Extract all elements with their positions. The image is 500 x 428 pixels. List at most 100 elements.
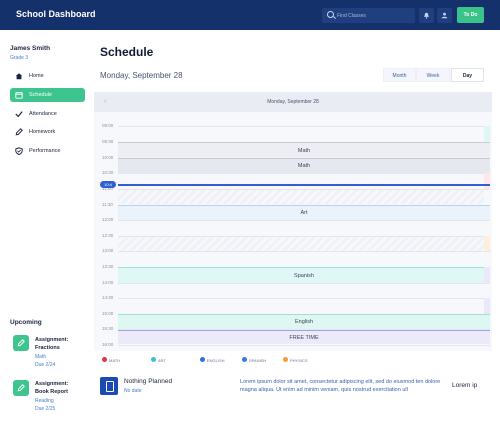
hour-label: 13:00 — [102, 248, 114, 253]
event-spanish[interactable]: Spanish — [118, 267, 490, 283]
tab-month[interactable]: Month — [383, 68, 416, 82]
task-title-name[interactable]: Fractions — [35, 345, 60, 351]
prev-day-button[interactable]: ‹ — [104, 98, 107, 105]
user-grade: Grade 3 — [10, 55, 29, 61]
unscheduled-block — [118, 189, 484, 204]
legend-label: ENGLISH — [207, 358, 225, 363]
sidebar-item-performance[interactable]: Performance — [10, 144, 85, 158]
shield-icon — [15, 147, 23, 155]
hour-label: 12:00 — [102, 217, 114, 222]
current-time-badge: 10:4 — [100, 181, 116, 188]
event-indicator — [484, 267, 490, 283]
search-icon — [327, 11, 334, 18]
event-art[interactable]: Art — [118, 205, 490, 220]
task-title[interactable]: Assignment: — [35, 381, 69, 387]
sidebar-item-homework[interactable]: Homework — [10, 125, 85, 139]
page-title: Schedule — [100, 45, 154, 59]
task-subject: Reading — [35, 398, 54, 404]
legend-dot-math — [102, 357, 107, 362]
sidebar-item-label: Homework — [29, 129, 56, 135]
hour-label: 13:30 — [102, 264, 114, 269]
search-input[interactable] — [337, 10, 411, 21]
search-box[interactable] — [322, 8, 415, 23]
pencil-icon — [17, 339, 25, 347]
task-icon — [13, 380, 29, 396]
event-indicator — [484, 173, 490, 189]
grid-line — [118, 126, 490, 127]
grid-line — [118, 329, 490, 330]
home-icon — [15, 73, 23, 80]
nothing-planned-title: Nothing Planned — [124, 378, 173, 385]
event-math[interactable]: Math — [118, 142, 490, 158]
no-date-label: No date — [124, 388, 142, 394]
book-icon — [100, 377, 118, 395]
legend-dot-art — [151, 357, 156, 362]
description-text: Lorem ipsum dolor sit amet, consectetur … — [240, 379, 441, 393]
hour-label: 09:00 — [102, 123, 114, 128]
hour-label: 09:30 — [102, 139, 114, 144]
hour-label: 10:30 — [102, 170, 114, 175]
event-indicator — [484, 298, 490, 314]
legend-label: SPANISH — [249, 358, 267, 363]
legend-label: MATH — [109, 358, 121, 363]
calendar-icon — [15, 92, 23, 99]
bell-icon — [424, 12, 429, 19]
grid-line — [118, 283, 490, 284]
notifications-button[interactable] — [419, 8, 434, 23]
hour-label: 12:30 — [102, 233, 114, 238]
grid-line — [118, 236, 490, 237]
hour-label: 15:00 — [102, 311, 114, 316]
event-indicator — [484, 126, 490, 142]
task-due: Due 2/25 — [35, 406, 56, 412]
sidebar-item-label: Schedule — [29, 92, 52, 98]
sidebar-item-label: Performance — [29, 148, 61, 154]
tab-day[interactable]: Day — [451, 68, 484, 82]
unscheduled-block — [118, 236, 484, 251]
grid-line — [118, 251, 490, 252]
sidebar-item-label: Attendance — [29, 111, 57, 117]
profile-button[interactable] — [437, 8, 452, 23]
user-icon — [441, 12, 448, 19]
event-free-time[interactable]: FREE TIME — [118, 330, 490, 344]
task-title[interactable]: Assignment: — [35, 337, 69, 343]
upcoming-title: Upcoming — [10, 319, 42, 326]
sidebar-item-label: Home — [29, 73, 44, 79]
pencil-icon — [15, 128, 23, 136]
event-indicator — [484, 236, 490, 251]
task-title-name[interactable]: Book Report — [35, 389, 68, 395]
grid-line — [118, 345, 490, 346]
calendar — [94, 92, 492, 351]
event-math[interactable]: Math — [118, 158, 490, 173]
tab-week[interactable]: Week — [416, 68, 450, 82]
legend-label: PHYSICS — [290, 358, 308, 363]
sidebar-item-home[interactable]: Home — [10, 69, 85, 83]
hour-label: 10:00 — [102, 155, 114, 160]
top-bar — [0, 0, 500, 30]
calendar-header: ‹ Monday, September 28 — [94, 92, 492, 112]
date-title: Monday, September 28 — [100, 71, 183, 80]
hour-label: 14:30 — [102, 295, 114, 300]
check-icon — [15, 111, 23, 118]
sidebar-item-attendance[interactable]: Attendance — [10, 107, 85, 121]
legend-dot-spanish — [242, 357, 247, 362]
task-icon — [13, 335, 29, 351]
todo-button[interactable]: To Do — [457, 7, 484, 23]
sidebar-item-schedule[interactable]: Schedule — [10, 88, 85, 102]
event-english[interactable]: English — [118, 314, 490, 329]
hour-label: 16:00 — [102, 342, 114, 347]
app-title: School Dashboard — [16, 9, 96, 19]
task-subject: Math — [35, 354, 47, 360]
calendar-date-label: Monday, September 28 — [267, 99, 319, 105]
legend-label: ART — [158, 358, 166, 363]
legend-dot-physics — [283, 357, 288, 362]
hour-label: 11:00 — [102, 186, 113, 191]
hour-label: 15:30 — [102, 326, 114, 331]
pencil-icon — [17, 384, 25, 392]
grid-line — [118, 173, 490, 174]
hour-label: 14:00 — [102, 280, 114, 285]
grid-line — [118, 189, 490, 190]
user-name: James Smith — [10, 45, 51, 52]
hour-label: 11:30 — [102, 202, 113, 207]
grid-line — [118, 220, 490, 221]
description-text-right: Lorem ip — [452, 382, 478, 389]
